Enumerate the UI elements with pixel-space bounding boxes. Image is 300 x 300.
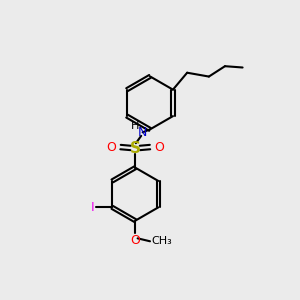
Text: O: O (106, 141, 116, 154)
Text: H: H (131, 121, 139, 131)
Text: O: O (155, 141, 165, 154)
Text: I: I (91, 201, 95, 214)
Text: S: S (130, 141, 141, 156)
Text: N: N (138, 126, 147, 139)
Text: CH₃: CH₃ (152, 236, 172, 246)
Text: O: O (130, 234, 140, 247)
